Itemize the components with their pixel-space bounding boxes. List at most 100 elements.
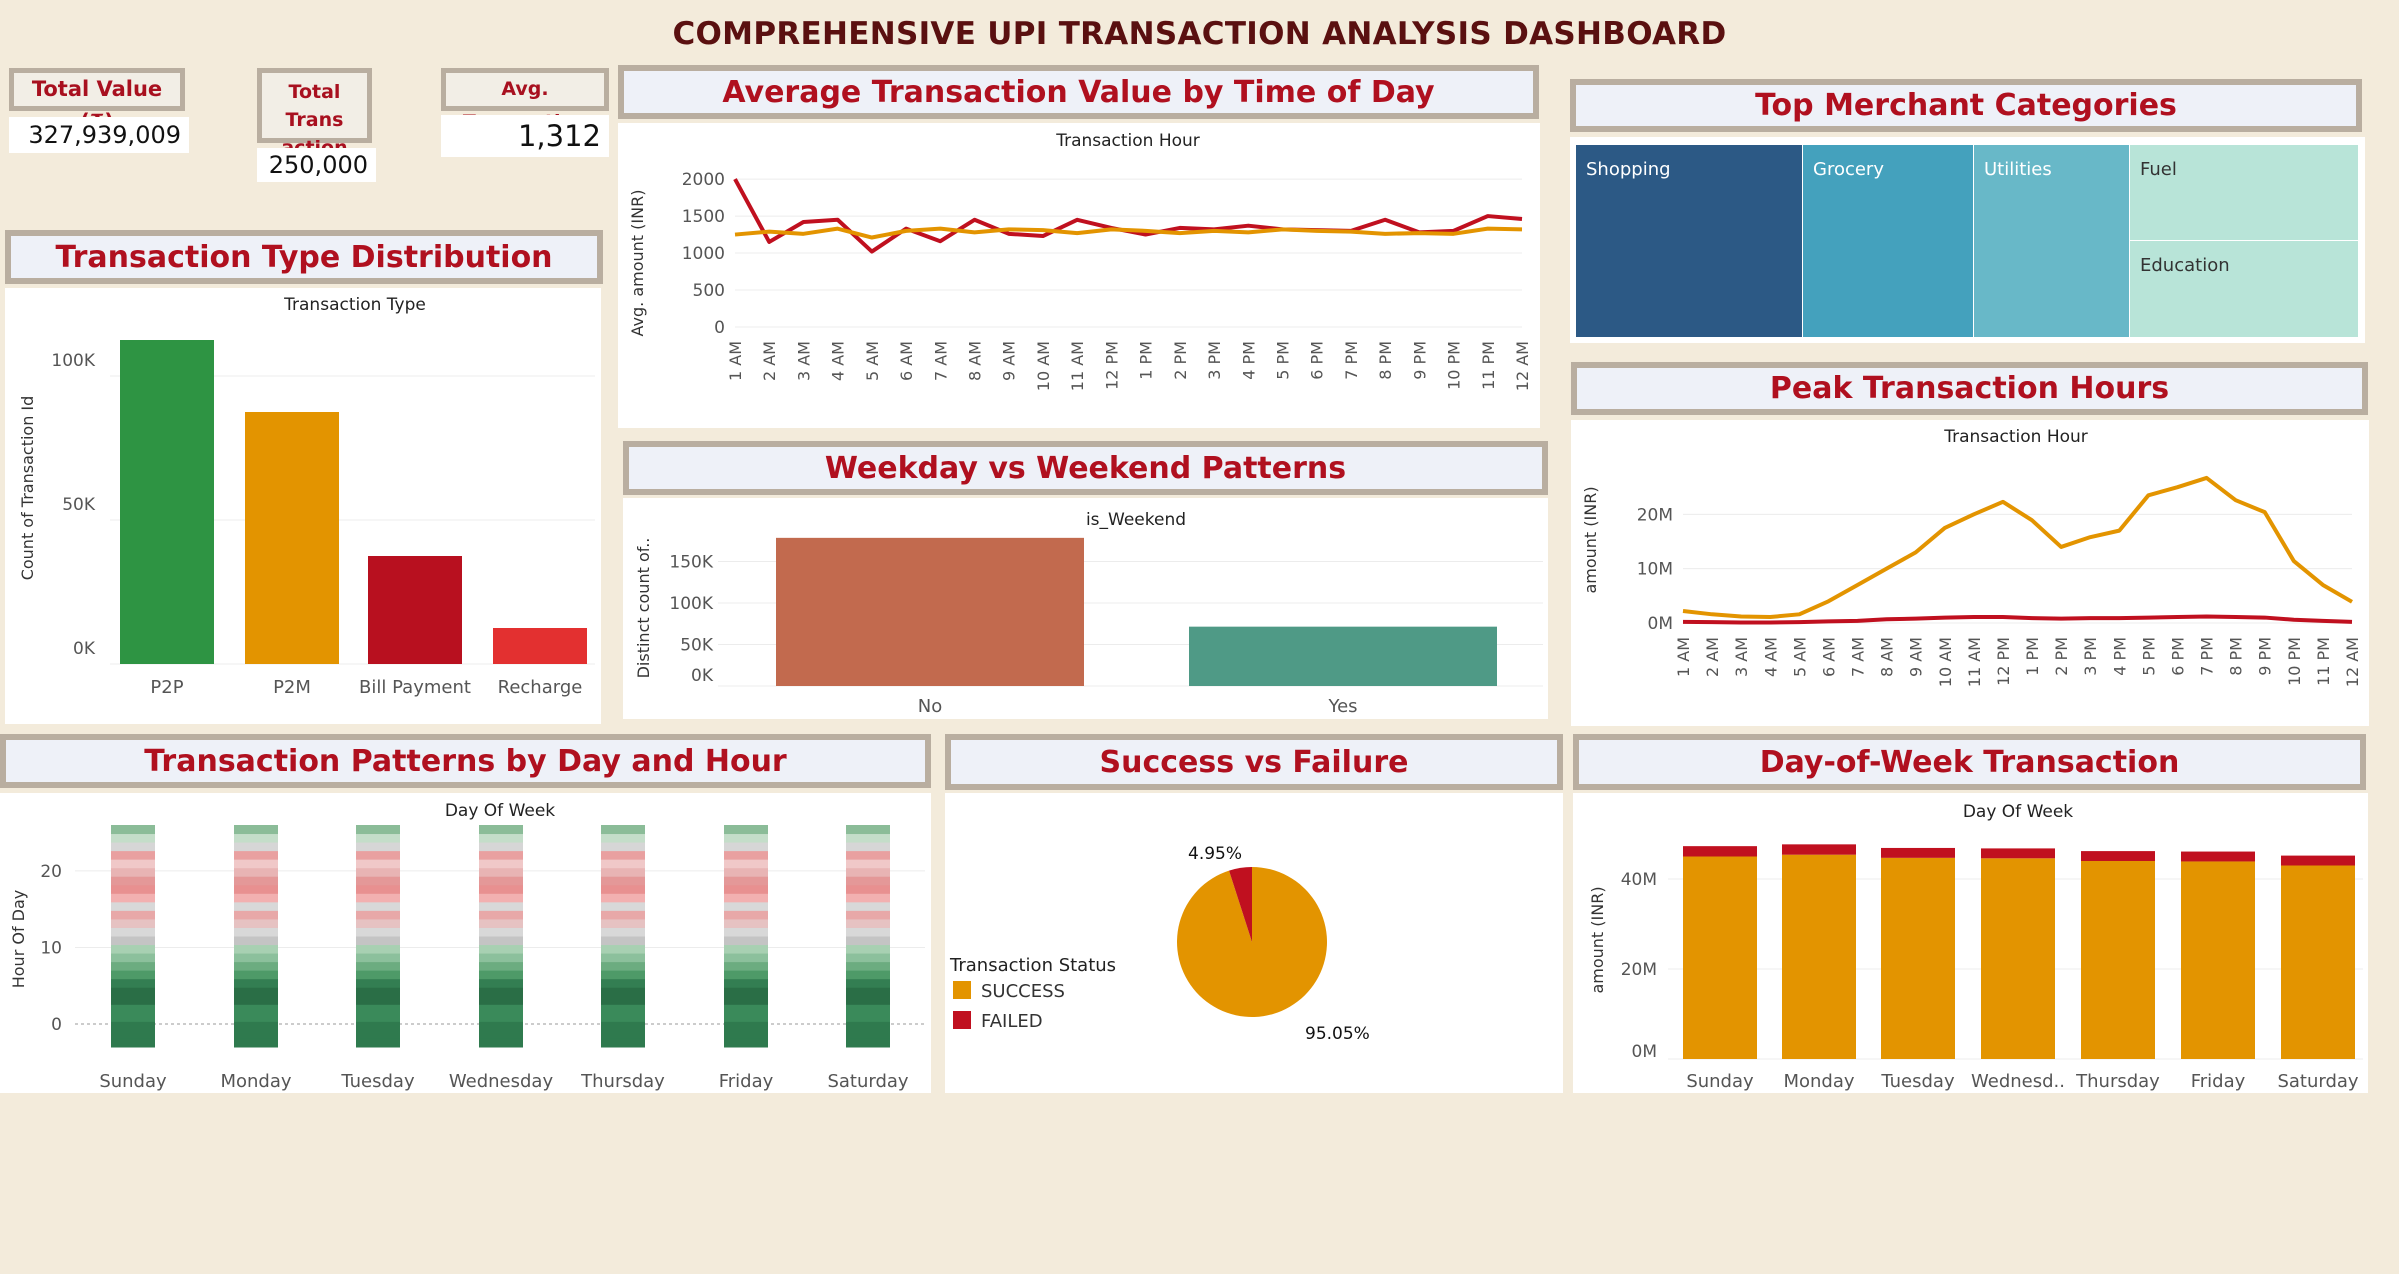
x-tick-label: 11 PM [2314,637,2333,686]
treemap-cell-education [2130,241,2358,337]
heat-cell [479,833,523,843]
x-tick-label: 8 PM [1376,341,1395,380]
heat-cell [234,1029,278,1039]
heat-cell [111,961,155,971]
heat-cell [234,970,278,980]
x-tick-label: Wednesday [449,1071,554,1092]
heat-cell [234,995,278,1005]
merchant-panel: Shopping Grocery Utilities Fuel Education [1570,137,2365,343]
x-tick-label: 10 PM [2285,637,2304,686]
heat-cell [479,1038,523,1048]
heat-cell [356,995,400,1005]
heat-cell [601,1038,645,1048]
heat-cell [356,978,400,988]
heat-cell [724,1021,768,1031]
x-tick-label: Tuesday [1880,1071,1955,1092]
heat-cell [479,842,523,852]
heat-cell [234,978,278,988]
heat-cell [111,953,155,963]
series-line-success [1682,475,2354,620]
bar-p2p [120,340,214,664]
heat-cell [846,850,890,860]
heat-cell [234,876,278,886]
legend-label-failed: FAILED [981,1011,1043,1032]
heat-cell [601,995,645,1005]
x-tick-label: 4 PM [2110,637,2129,676]
heat-cell [111,1004,155,1014]
heat-cell [234,953,278,963]
avg-time-title: Average Transaction Value by Time of Day [618,65,1539,119]
x-tick-label: 7 PM [1342,341,1361,380]
x-tick-label: Saturday [827,1071,908,1092]
legend-title: Transaction Status [949,955,1116,976]
heat-cell [479,995,523,1005]
heat-cell [724,850,768,860]
heat-cell [724,961,768,971]
bar-success [1782,854,1856,1059]
treemap-label-shopping: Shopping [1586,159,1671,180]
x-tick-label: Saturday [2277,1071,2358,1092]
bar-failed [1782,844,1856,855]
x-tick-label: Thursday [580,1071,665,1092]
heat-cell [479,1012,523,1022]
total-transaction-label: Total Trans action [257,68,372,159]
heat-cell [111,1021,155,1031]
heat-cell [846,944,890,954]
heat-cell [724,884,768,894]
y-tick-label: 0 [714,318,725,338]
x-tick-label: Sunday [1686,1071,1754,1092]
heat-cell [479,961,523,971]
heat-cell [479,918,523,928]
x-tick-label: 10 AM [1936,637,1955,687]
heat-cell [846,987,890,997]
heat-cell [846,1038,890,1048]
heat-cell [111,987,155,997]
heat-cell [724,978,768,988]
heat-cell [724,833,768,843]
heat-cell [356,953,400,963]
avg-transaction: 1,312 [441,115,609,157]
heat-cell [234,1004,278,1014]
heat-cell [846,970,890,980]
success-title: Success vs Failure [945,734,1563,790]
heat-cell [234,859,278,869]
x-tick-label: 11 PM [1479,341,1498,390]
heat-cell [846,978,890,988]
heat-cell [234,944,278,954]
x-tick-label: 8 AM [1878,637,1897,677]
y-tick-label: 0M [1632,1042,1657,1062]
y-tick-label: 1000 [682,244,725,264]
heat-cell [601,893,645,903]
heat-cell [724,876,768,886]
heat-cell [601,953,645,963]
bar-success [2281,865,2355,1059]
heat-cell [356,1004,400,1014]
heat-cell [234,884,278,894]
heat-cell [479,884,523,894]
heat-cell [479,987,523,997]
heat-cell [111,850,155,860]
chart-title: Transaction Hour [1055,131,1200,151]
heat-cell [111,970,155,980]
legend-swatch-failed [953,1011,971,1029]
heat-cell [356,1012,400,1022]
bar-success [1881,857,1955,1059]
x-tick-label: 7 AM [1849,637,1868,677]
x-tick-label: 3 AM [1732,637,1751,677]
heat-cell [356,825,400,835]
x-tick-label: 12 AM [2343,637,2362,687]
heat-cell [846,1029,890,1039]
legend-swatch-success [953,981,971,999]
heat-cell [846,1012,890,1022]
heat-cell [601,910,645,920]
weekday-panel: is_Weekend Distinct count of.. 0K 50K 100K 15… [623,498,1548,719]
success-chart: 95.05% 4.95% Transaction Status SUCCESS FAIL… [949,844,1370,1044]
heat-cell [111,1012,155,1022]
heat-cell [356,1038,400,1048]
heat-cell [356,1029,400,1039]
x-tick-label: 12 PM [1994,637,2013,686]
y-tick-label: 20 [40,862,62,882]
heat-cell [724,910,768,920]
x-tick-label: Monday [220,1071,291,1092]
x-tick-label: 9 AM [1000,341,1019,381]
